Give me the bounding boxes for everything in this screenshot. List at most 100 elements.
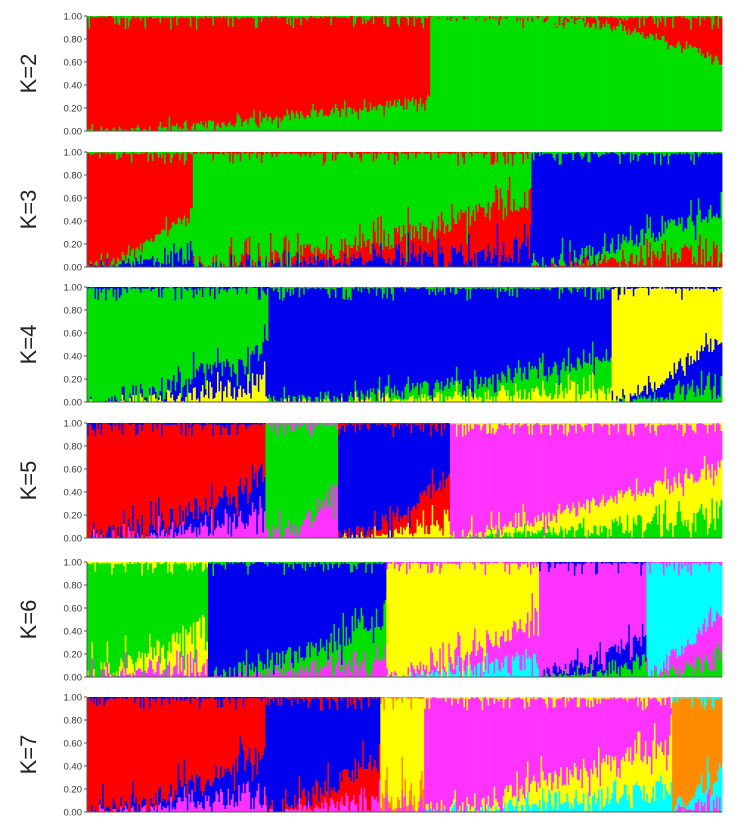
bar-segment — [563, 152, 566, 154]
bar-segment — [321, 499, 324, 538]
bar-segment — [236, 397, 239, 402]
bar-segment — [720, 287, 723, 343]
bar-segment — [598, 152, 600, 158]
bar-segment — [155, 234, 157, 262]
bar-segment — [158, 287, 160, 298]
bar-segment — [90, 16, 92, 17]
bar-segment — [87, 16, 89, 19]
bar-segment — [210, 287, 213, 289]
bar-segment — [670, 152, 673, 154]
bar-segment — [126, 154, 129, 255]
bar-segment — [531, 287, 534, 289]
bar-segment — [285, 235, 287, 265]
bar-segment — [279, 257, 281, 263]
bar-segment — [499, 390, 502, 402]
bar-segment — [384, 153, 387, 247]
bar-segment — [218, 287, 221, 294]
bar-segment — [531, 388, 534, 402]
bar-segment — [578, 263, 581, 267]
bar-segment — [170, 287, 173, 393]
bar-segment — [139, 287, 142, 293]
bar-segment — [380, 398, 383, 402]
bar-segment — [345, 289, 348, 402]
bar-segment — [170, 29, 173, 131]
bar-segment — [395, 244, 398, 267]
bar-segment — [718, 16, 721, 65]
bar-segment — [572, 287, 575, 368]
bar-segment — [123, 152, 126, 255]
admixture-bars — [87, 152, 723, 267]
bar-segment — [295, 287, 298, 402]
bar-segment — [152, 432, 154, 525]
bar-segment — [180, 16, 183, 17]
bar-segment — [696, 385, 699, 402]
bar-segment — [477, 16, 479, 131]
bar-segment — [274, 16, 277, 118]
bar-segment — [486, 257, 489, 267]
bar-segment — [339, 16, 342, 18]
bar-segment — [100, 292, 103, 402]
bar-segment — [546, 152, 549, 153]
bar-segment — [575, 262, 578, 267]
bar-segment — [214, 508, 216, 530]
bar-segment — [253, 265, 256, 267]
bar-segment — [699, 16, 702, 26]
bar-segment — [607, 23, 610, 132]
bar-segment — [232, 287, 235, 289]
bar-segment — [536, 386, 538, 402]
bar-segment — [359, 152, 362, 159]
bar-segment — [117, 288, 120, 402]
bar-segment — [505, 16, 508, 17]
bar-segment — [714, 153, 717, 217]
bar-segment — [360, 162, 363, 249]
bar-segment — [520, 243, 523, 267]
bar-segment — [708, 16, 711, 57]
bar-segment — [185, 423, 188, 437]
bar-segment — [632, 287, 635, 297]
bar-segment — [117, 152, 120, 159]
bar-segment — [179, 16, 182, 18]
bar-segment — [514, 367, 517, 384]
bar-segment — [502, 288, 505, 374]
bar-segment — [449, 396, 452, 402]
bar-segment — [564, 370, 567, 389]
bar-segment — [223, 122, 225, 131]
bar-segment — [430, 399, 433, 402]
bar-segment — [672, 152, 675, 154]
bar-segment — [461, 16, 464, 17]
bar-segment — [247, 254, 250, 260]
bar-segment — [469, 287, 472, 299]
bar-segment — [407, 232, 410, 267]
bar-segment — [399, 241, 402, 265]
bar-segment — [387, 257, 390, 267]
bar-segment — [132, 424, 135, 505]
bar-segment — [269, 265, 272, 267]
bar-segment — [475, 376, 478, 398]
bar-segment — [478, 203, 481, 252]
bar-segment — [170, 397, 173, 402]
bar-segment — [390, 152, 393, 245]
bar-segment — [194, 377, 197, 388]
bar-segment — [693, 256, 696, 267]
bar-segment — [179, 287, 182, 288]
bar-segment — [274, 263, 277, 267]
bar-segment — [109, 154, 112, 266]
bar-segment — [419, 17, 422, 99]
bar-segment — [245, 152, 248, 154]
bar-segment — [307, 152, 310, 154]
bar-segment — [579, 16, 582, 19]
bar-segment — [312, 152, 315, 153]
bar-segment — [502, 156, 505, 220]
bar-segment — [508, 254, 511, 267]
bar-segment — [167, 18, 170, 131]
bar-segment — [117, 158, 120, 259]
bar-segment — [227, 123, 230, 131]
bar-segment — [590, 152, 593, 256]
bar-segment — [588, 260, 591, 267]
bar-segment — [572, 160, 575, 267]
bar-segment — [260, 423, 263, 425]
bar-segment — [111, 16, 114, 17]
bar-segment — [127, 245, 130, 259]
bar-segment — [448, 16, 451, 132]
bar-segment — [118, 154, 121, 261]
